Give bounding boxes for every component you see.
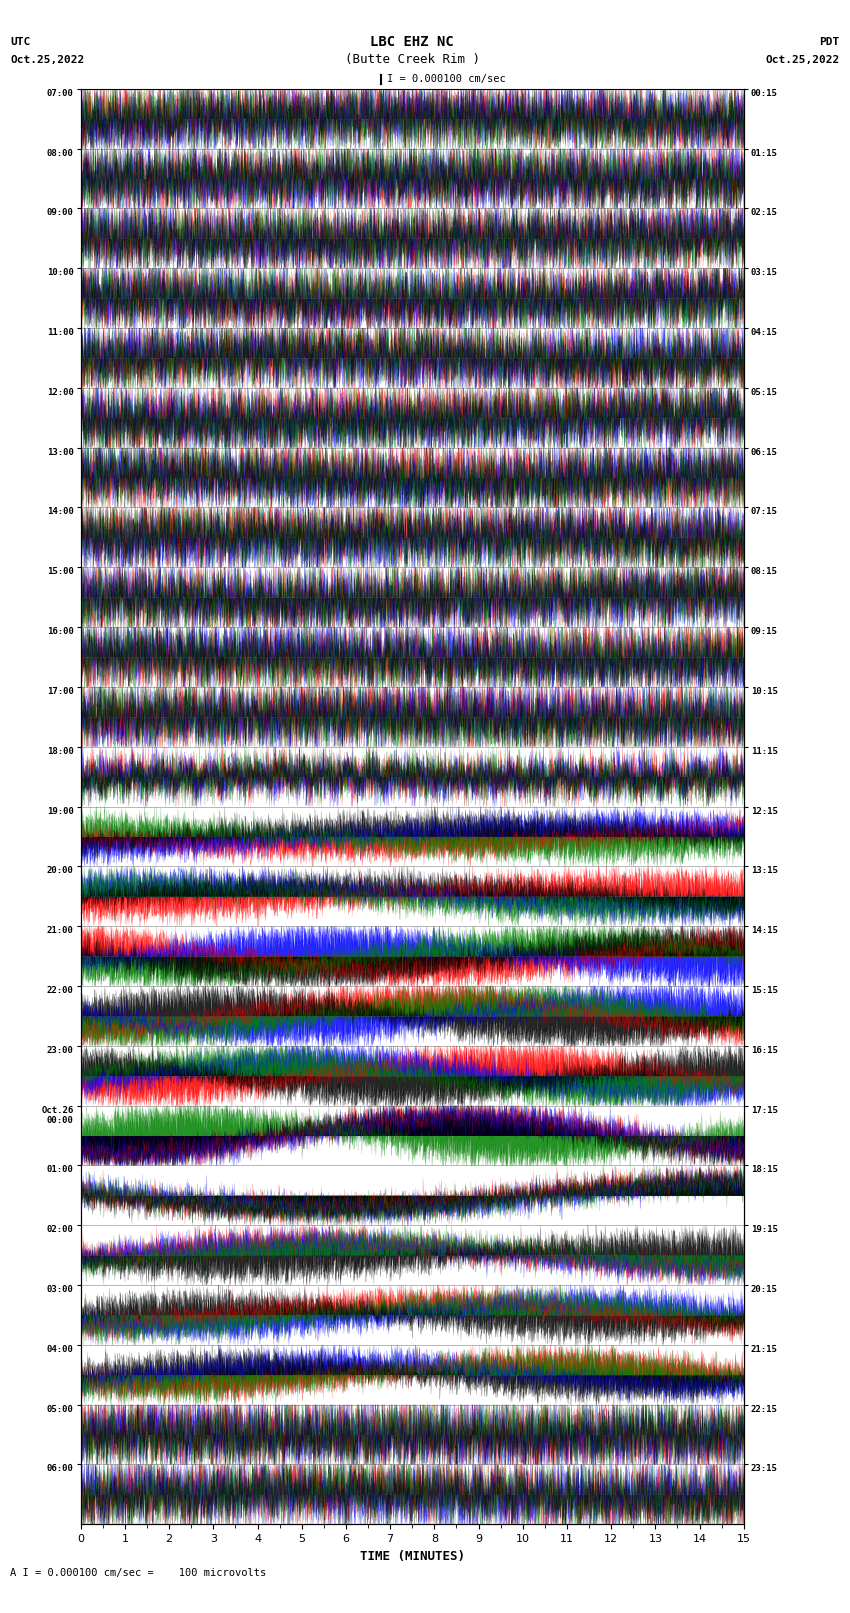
Text: Oct.25,2022: Oct.25,2022 bbox=[766, 55, 840, 65]
Text: (Butte Creek Rim ): (Butte Creek Rim ) bbox=[345, 53, 479, 66]
Text: Oct.25,2022: Oct.25,2022 bbox=[10, 55, 84, 65]
X-axis label: TIME (MINUTES): TIME (MINUTES) bbox=[360, 1550, 465, 1563]
Text: LBC EHZ NC: LBC EHZ NC bbox=[371, 35, 454, 48]
Text: PDT: PDT bbox=[819, 37, 840, 47]
Text: A I = 0.000100 cm/sec =    100 microvolts: A I = 0.000100 cm/sec = 100 microvolts bbox=[10, 1568, 266, 1578]
Text: I = 0.000100 cm/sec: I = 0.000100 cm/sec bbox=[387, 74, 506, 84]
Text: UTC: UTC bbox=[10, 37, 31, 47]
